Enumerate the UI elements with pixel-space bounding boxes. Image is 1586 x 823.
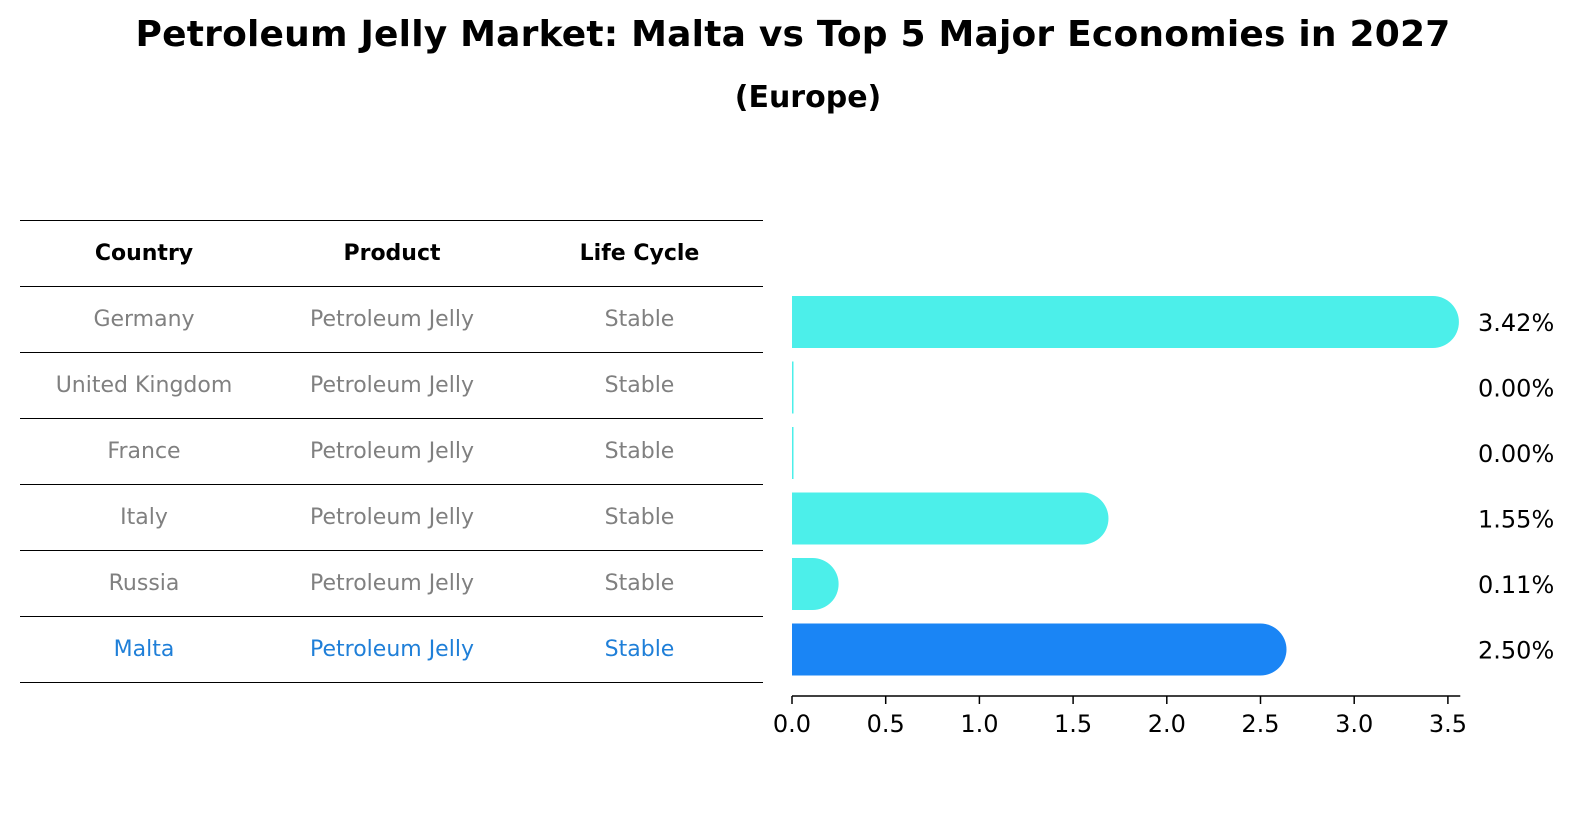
cell-product: Petroleum Jelly: [268, 352, 516, 419]
x-tick-label: 3.5: [1429, 710, 1467, 738]
cell-life-cycle: Stable: [516, 484, 763, 551]
x-tick-label: 0.5: [867, 710, 905, 738]
table-row: Italy Petroleum Jelly Stable: [20, 484, 763, 551]
cell-product: Petroleum Jelly: [268, 616, 516, 683]
cell-product: Petroleum Jelly: [268, 418, 516, 485]
cell-country: France: [20, 418, 268, 485]
bar: [792, 623, 1287, 676]
bar: [792, 361, 794, 414]
chart-title: Petroleum Jelly Market: Malta vs Top 5 M…: [135, 14, 1451, 55]
table-row: Germany Petroleum Jelly Stable: [20, 286, 763, 353]
data-label: 1.55%: [1478, 506, 1554, 534]
data-label: 3.42%: [1478, 309, 1554, 337]
x-tick-label: 2.0: [1148, 710, 1186, 738]
table-row-highlight: Malta Petroleum Jelly Stable: [20, 616, 763, 683]
table-row: Russia Petroleum Jelly Stable: [20, 550, 763, 617]
bar: [792, 558, 839, 610]
bar: [792, 427, 794, 479]
data-label: 2.50%: [1478, 637, 1554, 665]
cell-product: Petroleum Jelly: [268, 484, 516, 551]
header-product: Product: [268, 220, 516, 287]
data-label: 0.11%: [1478, 571, 1554, 599]
cell-country: Malta: [20, 616, 268, 683]
cell-life-cycle: Stable: [516, 616, 763, 683]
data-label: 0.00%: [1478, 440, 1554, 468]
x-tick-label: 0.0: [773, 710, 811, 738]
cell-life-cycle: Stable: [516, 550, 763, 617]
header-country: Country: [20, 220, 268, 287]
table-row: United Kingdom Petroleum Jelly Stable: [20, 352, 763, 419]
bar: [792, 492, 1109, 545]
table-header-row: Country Product Life Cycle: [20, 220, 763, 287]
cell-country: Germany: [20, 286, 268, 353]
x-tick-label: 3.0: [1335, 710, 1373, 738]
cell-product: Petroleum Jelly: [268, 550, 516, 617]
cell-life-cycle: Stable: [516, 418, 763, 485]
x-tick-label: 1.0: [960, 710, 998, 738]
cell-country: United Kingdom: [20, 352, 268, 419]
table-row: France Petroleum Jelly Stable: [20, 418, 763, 485]
cell-life-cycle: Stable: [516, 286, 763, 353]
cell-country: Russia: [20, 550, 268, 617]
header-life-cycle: Life Cycle: [516, 220, 763, 287]
chart-subtitle: (Europe): [734, 80, 882, 115]
x-tick-label: 2.5: [1241, 710, 1279, 738]
country-table: Country Product Life Cycle Germany Petro…: [20, 220, 763, 683]
cell-country: Italy: [20, 484, 268, 551]
data-label: 0.00%: [1478, 375, 1554, 403]
x-tick-label: 1.5: [1054, 710, 1092, 738]
cell-product: Petroleum Jelly: [268, 286, 516, 353]
bar: [792, 296, 1459, 348]
